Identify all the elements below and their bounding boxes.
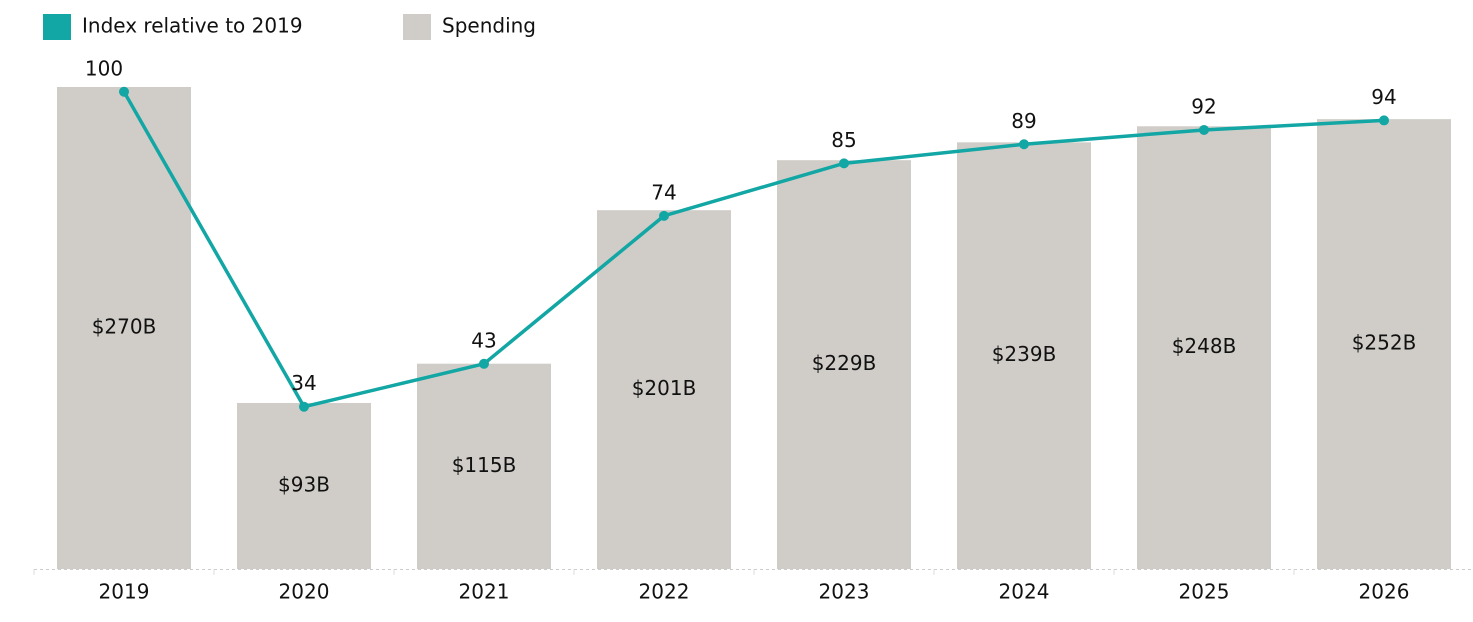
- line-point: [119, 86, 129, 97]
- line-point: [479, 358, 489, 369]
- x-tick-label: 2020: [279, 580, 330, 604]
- line-value-label: 74: [651, 180, 676, 204]
- line: [122, 90, 1385, 409]
- line-point: [1019, 139, 1029, 150]
- line-value-label: 34: [291, 371, 316, 395]
- bar-value-label: $239B: [992, 342, 1057, 366]
- line-point: [839, 158, 849, 169]
- bar-value-label: $229B: [812, 351, 877, 375]
- bar-value-label: $93B: [278, 472, 330, 496]
- line-value-label: 89: [1011, 109, 1036, 133]
- line-value-label: 94: [1371, 85, 1396, 109]
- bar: [417, 363, 551, 569]
- x-tick-label: 2021: [459, 580, 510, 604]
- line-value-label: 43: [471, 328, 496, 352]
- bar-value-label: $201B: [632, 376, 697, 400]
- line-point: [1199, 124, 1209, 135]
- x-tick-label: 2026: [1359, 580, 1410, 604]
- bar: [237, 402, 371, 569]
- legend-swatch: [43, 14, 71, 40]
- bar-value-label: $270B: [92, 315, 157, 339]
- x-tick-label: 2023: [819, 580, 870, 604]
- line-point: [1379, 115, 1389, 126]
- line-point: [659, 210, 669, 221]
- line-point: [299, 401, 309, 412]
- bar: [597, 210, 731, 569]
- bar: [1137, 126, 1271, 569]
- bar: [957, 142, 1091, 569]
- line-value-label: 85: [831, 128, 856, 152]
- x-tick-label: 2022: [639, 580, 690, 604]
- legend-label: Index relative to 2019: [82, 14, 303, 38]
- bar: [1317, 119, 1451, 569]
- line-value-label: 92: [1191, 94, 1216, 118]
- line-value-label: 100: [85, 56, 123, 80]
- x-tick-label: 2025: [1179, 580, 1230, 604]
- bar-value-label: $248B: [1172, 334, 1237, 358]
- legend-swatch: [403, 14, 431, 40]
- x-tick-label: 2024: [999, 580, 1050, 604]
- legend-label: Spending: [442, 14, 536, 38]
- bar: [777, 160, 911, 569]
- bar-value-label: $252B: [1352, 331, 1417, 355]
- bar-value-label: $115B: [452, 453, 517, 477]
- x-tick-label: 2019: [99, 580, 150, 604]
